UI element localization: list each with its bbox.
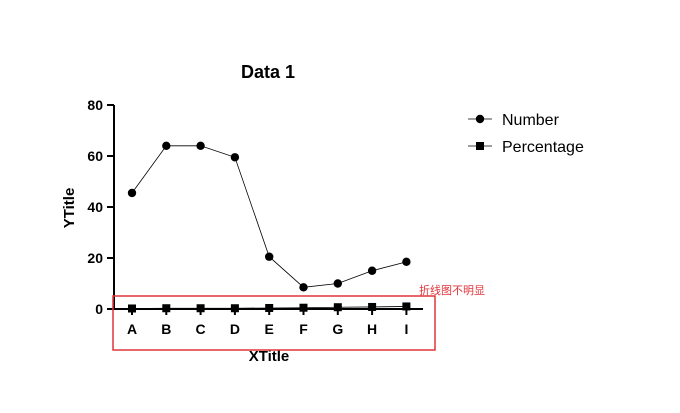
y-tick-label: 80 (87, 97, 103, 113)
data-point (333, 303, 342, 312)
data-point (402, 302, 411, 311)
x-tick-label: D (230, 321, 240, 337)
x-tick-label: F (299, 321, 308, 337)
data-point (230, 304, 239, 313)
series-percentage (128, 302, 411, 313)
series-layer (127, 141, 411, 313)
x-tick-label: A (127, 321, 137, 337)
data-point (402, 257, 411, 267)
y-tick-label: 40 (87, 199, 103, 215)
data-point (367, 266, 377, 275)
axes (113, 105, 423, 310)
x-tick-label: E (265, 321, 274, 337)
highlight-box (112, 295, 436, 351)
legend-marker (476, 142, 484, 150)
x-tick-label: H (367, 321, 377, 337)
data-point (265, 252, 274, 261)
legend-marker (475, 114, 485, 124)
data-point (299, 283, 308, 292)
legend-item-percentage: Percentage (468, 139, 584, 156)
legend-label: Number (502, 112, 560, 129)
data-point (265, 303, 274, 312)
data-point (128, 304, 136, 313)
data-point (196, 141, 205, 150)
series-line (131, 145, 407, 288)
x-tick-label: I (404, 321, 408, 337)
x-tick-label: G (332, 321, 343, 337)
data-point (162, 141, 171, 150)
data-point (368, 302, 377, 311)
x-tick-label: B (161, 321, 171, 337)
y-tick-label: 20 (87, 250, 103, 266)
legend: Number Percentage (468, 112, 584, 156)
legend-label: Percentage (502, 139, 584, 156)
data-point (230, 153, 240, 162)
y-tick-label: 60 (87, 148, 103, 164)
chart-title: Data 1 (241, 62, 295, 82)
data-point (299, 303, 308, 312)
annotation-note: 折线图不明显 (419, 283, 485, 297)
y-tick-labels: 0 20 40 60 80 (87, 97, 114, 317)
data-point (127, 188, 137, 198)
x-axis-label: XTitle (249, 348, 290, 365)
y-axis-label: YTitle (61, 188, 78, 229)
x-tick-label: C (196, 321, 206, 337)
series-number (127, 141, 411, 292)
data-point (196, 304, 205, 313)
x-tick-labels: A B C D E F G H I (127, 309, 408, 337)
data-point (162, 304, 171, 313)
legend-item-number: Number (468, 112, 560, 129)
data-point (333, 279, 342, 288)
y-tick-label: 0 (95, 301, 103, 317)
